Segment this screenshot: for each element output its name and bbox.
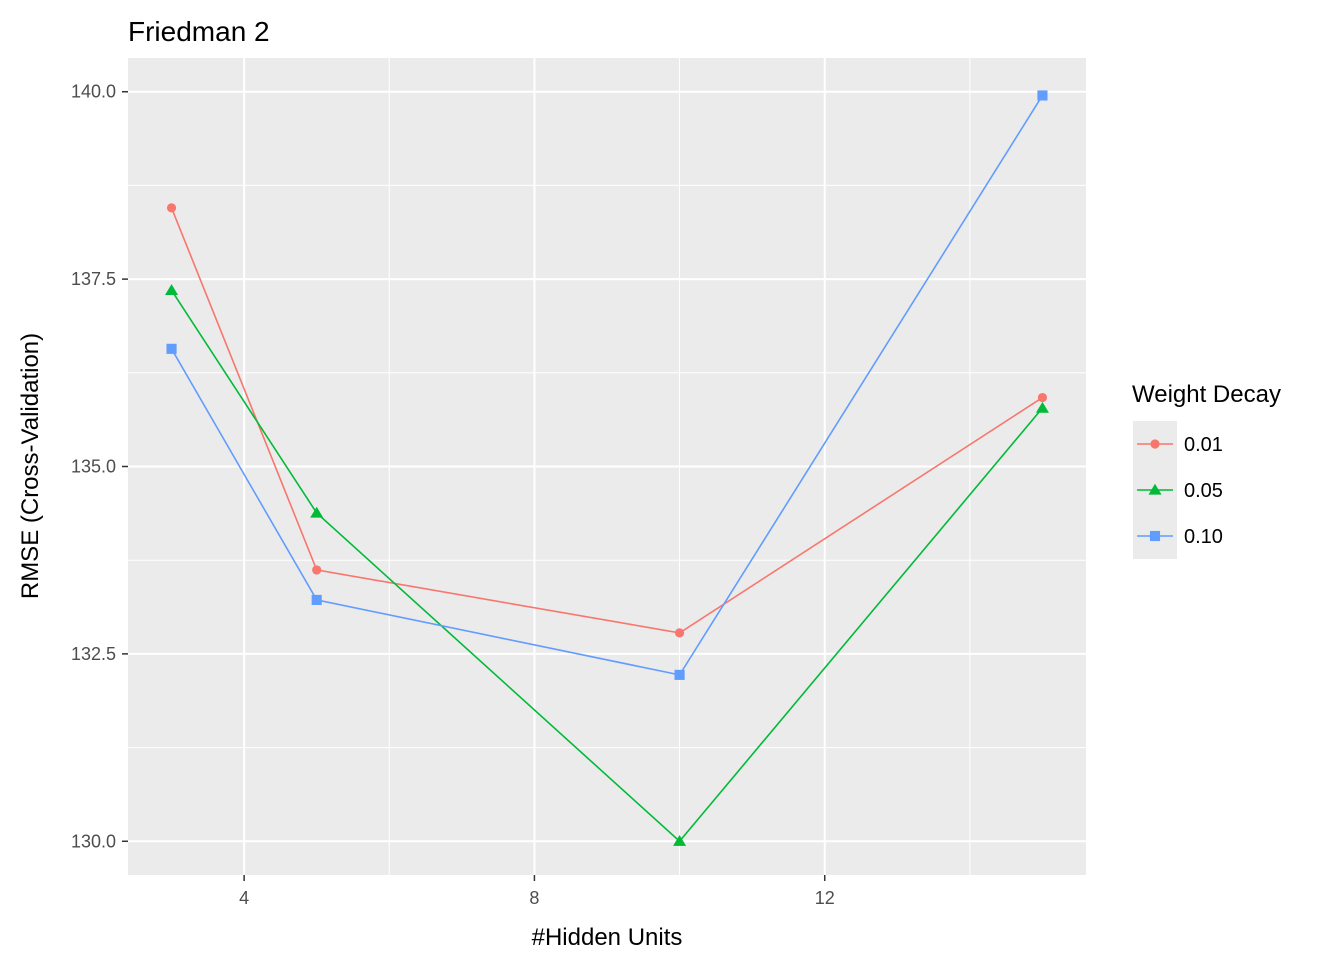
y-tick-label: 137.5 <box>71 269 116 289</box>
legend-label: 0.01 <box>1184 434 1223 456</box>
x-tick-label: 12 <box>815 888 835 908</box>
chart-title: Friedman 2 <box>128 16 270 47</box>
legend-item-0.01: 0.01 <box>1133 421 1223 467</box>
series-line <box>170 207 1043 634</box>
series-line <box>170 289 1044 843</box>
data-point <box>673 835 687 846</box>
legend-key-marker <box>1148 483 1162 495</box>
data-point <box>674 669 685 680</box>
legend-title: Weight Decay <box>1132 381 1281 408</box>
data-point <box>312 565 322 575</box>
legend-key-marker <box>1149 530 1161 542</box>
data-point <box>166 203 177 213</box>
grid-lines <box>128 58 1086 875</box>
y-axis-title: RMSE (Cross-Validation) <box>17 333 44 599</box>
data-point <box>1037 392 1048 403</box>
data-point <box>674 628 685 638</box>
data-point <box>1037 90 1048 101</box>
legend-item-0.10: 0.10 <box>1133 513 1223 559</box>
y-tick-label: 135.0 <box>71 457 116 477</box>
x-tick-label: 8 <box>529 888 539 908</box>
legend-key-marker <box>1150 439 1160 449</box>
y-tick-label: 130.0 <box>71 831 116 851</box>
x-tick-label: 4 <box>239 888 249 908</box>
data-point <box>311 594 322 605</box>
data-point <box>310 506 324 518</box>
data-point <box>165 284 179 296</box>
y-tick-label: 140.0 <box>71 82 116 102</box>
legend-label: 0.05 <box>1184 480 1223 502</box>
series-line <box>170 95 1044 676</box>
y-tick-label: 132.5 <box>71 644 116 664</box>
series-layer <box>165 90 1049 846</box>
legend: Weight Decay 0.01 0.05 0.10 <box>1132 381 1281 559</box>
data-point <box>166 343 177 354</box>
series-0.10 <box>166 90 1048 680</box>
x-axis-title: #Hidden Units <box>532 924 683 951</box>
legend-label: 0.10 <box>1184 526 1223 548</box>
series-0.01 <box>166 203 1048 638</box>
series-0.05 <box>165 284 1049 846</box>
legend-item-0.05: 0.05 <box>1133 467 1223 513</box>
data-point <box>1035 401 1049 413</box>
axis-ticks: 4 8 12 130.0 132.5 135.0 137.5 140.0 <box>71 82 835 908</box>
